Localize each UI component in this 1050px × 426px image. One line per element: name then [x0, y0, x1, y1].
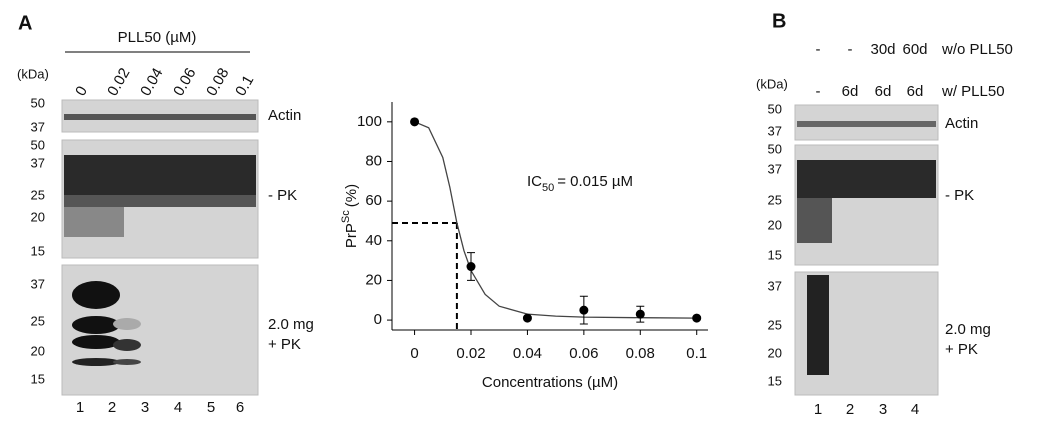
marker-label: 15 [31, 371, 45, 386]
x-tick-label: 0.04 [513, 345, 542, 362]
marker-label: 25 [31, 187, 45, 202]
marker-label: 37 [31, 276, 45, 291]
condition-cell: - [816, 83, 821, 100]
x-tick-label: 0.08 [626, 345, 655, 362]
x-axis-label: Concentrations (µM) [482, 374, 618, 391]
condition-name: w/o PLL50 [941, 41, 1013, 58]
blot-name: + PK [945, 341, 978, 358]
y-axis-label: PrPSc (%) [340, 184, 360, 248]
marker-label: 50 [768, 101, 782, 116]
blot-images-b [794, 104, 939, 396]
blot-images-a [61, 51, 259, 396]
kda-label: (kDa) [17, 66, 49, 81]
blot-name: + PK [268, 336, 301, 353]
x-tick-label: 0 [410, 345, 418, 362]
y-tick-label: 80 [365, 152, 382, 169]
marker-label: 25 [768, 192, 782, 207]
condition-cell: 30d [870, 41, 895, 58]
x-tick-label: 0.1 [686, 345, 707, 362]
blot-name: 2.0 mg [945, 321, 991, 338]
marker-label: 37 [768, 161, 782, 176]
lane-number: 2 [108, 399, 116, 416]
y-axis-label-part: Sc [340, 210, 352, 223]
condition-cell: 6d [875, 83, 892, 100]
y-tick-label: 60 [365, 192, 382, 209]
data-point [635, 309, 645, 319]
annotation-part: 50 [542, 182, 554, 194]
x-tick-label: 0.06 [569, 345, 598, 362]
y-tick-label: 0 [374, 311, 382, 328]
marker-label: 20 [31, 343, 45, 358]
condition-name: w/ PLL50 [941, 83, 1005, 100]
condition-cell: 60d [902, 41, 927, 58]
y-axis-label-part: PrP [343, 223, 360, 248]
marker-label: 50 [31, 95, 45, 110]
data-point [410, 117, 420, 127]
marker-label: 37 [31, 155, 45, 170]
concentration-label: 0.02 [104, 65, 133, 99]
y-tick-label: 40 [365, 232, 382, 249]
lane-number: 6 [236, 399, 244, 416]
blot-name: Actin [268, 107, 301, 124]
marker-label: 37 [768, 123, 782, 138]
lane-number: 4 [911, 401, 919, 418]
marker-label: 20 [31, 209, 45, 224]
lane-number: 5 [207, 399, 215, 416]
lane-number: 3 [879, 401, 887, 418]
marker-label: 50 [768, 141, 782, 156]
x-tick-label: 0.02 [456, 345, 485, 362]
marker-label: 50 [31, 137, 45, 152]
data-point [466, 262, 476, 272]
blot-name: - PK [268, 187, 297, 204]
y-axis-label-part: (%) [343, 184, 360, 207]
marker-label: 15 [768, 247, 782, 262]
lane-number: 1 [814, 401, 822, 418]
condition-cell: 6d [842, 83, 859, 100]
concentration-label: 0.1 [232, 72, 257, 99]
marker-label: 37 [768, 278, 782, 293]
concentration-label: 0.04 [137, 65, 166, 99]
annotation-part: IC [527, 173, 542, 190]
lane-number: 3 [141, 399, 149, 416]
marker-label: 20 [768, 345, 782, 360]
data-point [522, 313, 532, 323]
lane-number: 4 [174, 399, 182, 416]
condition-cell: 6d [907, 83, 924, 100]
lane-number: 2 [846, 401, 854, 418]
panel-label: B [772, 10, 786, 32]
data-point [692, 313, 702, 323]
condition-cell: - [816, 41, 821, 58]
data-point [579, 305, 589, 315]
dose-response-chart: 0 20 40 60 80 100 0 0.02 0.04 0.06 0.08 0.1 Concentr… [340, 102, 708, 391]
kda-label: (kDa) [756, 76, 788, 91]
annotation-part: = 0.015 µM [557, 173, 633, 190]
condition-cell: - [848, 41, 853, 58]
treatment-label: PLL50 (µM) [118, 29, 197, 46]
lane-number: 1 [76, 399, 84, 416]
marker-label: 25 [31, 313, 45, 328]
marker-label: 20 [768, 217, 782, 232]
marker-label: 15 [768, 373, 782, 388]
concentration-label: 0 [72, 83, 91, 99]
annotation: IC50 = 0.015 µM [527, 173, 633, 194]
concentration-label: 0.06 [170, 65, 199, 99]
marker-label: 25 [768, 317, 782, 332]
y-tick-label: 20 [365, 271, 382, 288]
blot-name: Actin [945, 115, 978, 132]
panel-label: A [18, 12, 32, 34]
blot-name: - PK [945, 187, 974, 204]
fit-curve [414, 121, 697, 319]
concentration-label: 0.08 [203, 65, 232, 99]
blot-name: 2.0 mg [268, 316, 314, 333]
y-tick-label: 100 [357, 113, 382, 130]
marker-label: 15 [31, 243, 45, 258]
marker-label: 37 [31, 119, 45, 134]
